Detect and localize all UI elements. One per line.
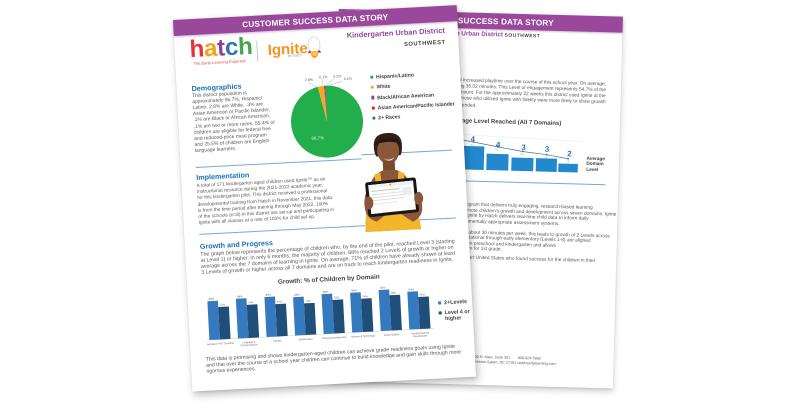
- svg-text:Social Emotional: Social Emotional: [411, 332, 429, 336]
- svg-text:72%: 72%: [277, 300, 283, 304]
- svg-text:2.9: 2.9: [566, 160, 570, 163]
- svg-text:88%: 88%: [351, 289, 357, 293]
- svg-text:74%: 74%: [248, 301, 254, 305]
- svg-text:4.4: 4.4: [471, 144, 475, 147]
- svg-text:88%: 88%: [237, 295, 243, 299]
- svg-text:72%: 72%: [220, 303, 226, 307]
- svg-text:84%: 84%: [409, 288, 415, 292]
- svg-text:78%: 78%: [391, 291, 397, 295]
- svg-text:86%: 86%: [209, 297, 215, 301]
- svg-text:Science & Technology: Science & Technology: [351, 335, 375, 339]
- svg-text:3.4: 3.4: [544, 156, 548, 159]
- svg-text:91%: 91%: [380, 286, 386, 290]
- svg-text:75%: 75%: [334, 296, 340, 300]
- svg-text:74%: 74%: [362, 294, 368, 298]
- svg-text:Development: Development: [413, 335, 428, 339]
- svg-text:Mathematics: Mathematics: [299, 338, 313, 342]
- svg-text:Language &: Language &: [242, 341, 255, 345]
- svg-text:3.6: 3.6: [520, 153, 524, 156]
- svg-text:70%: 70%: [305, 299, 311, 303]
- svg-text:Average of All 7 Domains: Average of All 7 Domains: [207, 342, 235, 346]
- svg-text:Social Studies: Social Studies: [384, 333, 400, 337]
- svg-text:85%: 85%: [294, 293, 300, 297]
- svg-text:89%: 89%: [266, 293, 272, 297]
- svg-text:89%: 89%: [323, 290, 329, 294]
- svg-text:71%: 71%: [420, 293, 426, 297]
- svg-text:Communication: Communication: [241, 344, 258, 348]
- svg-text:Literacy: Literacy: [273, 340, 282, 343]
- svg-text:96.7%: 96.7%: [311, 135, 324, 141]
- svg-text:Physical Development: Physical Development: [323, 336, 347, 340]
- svg-text:4.2: 4.2: [496, 148, 500, 151]
